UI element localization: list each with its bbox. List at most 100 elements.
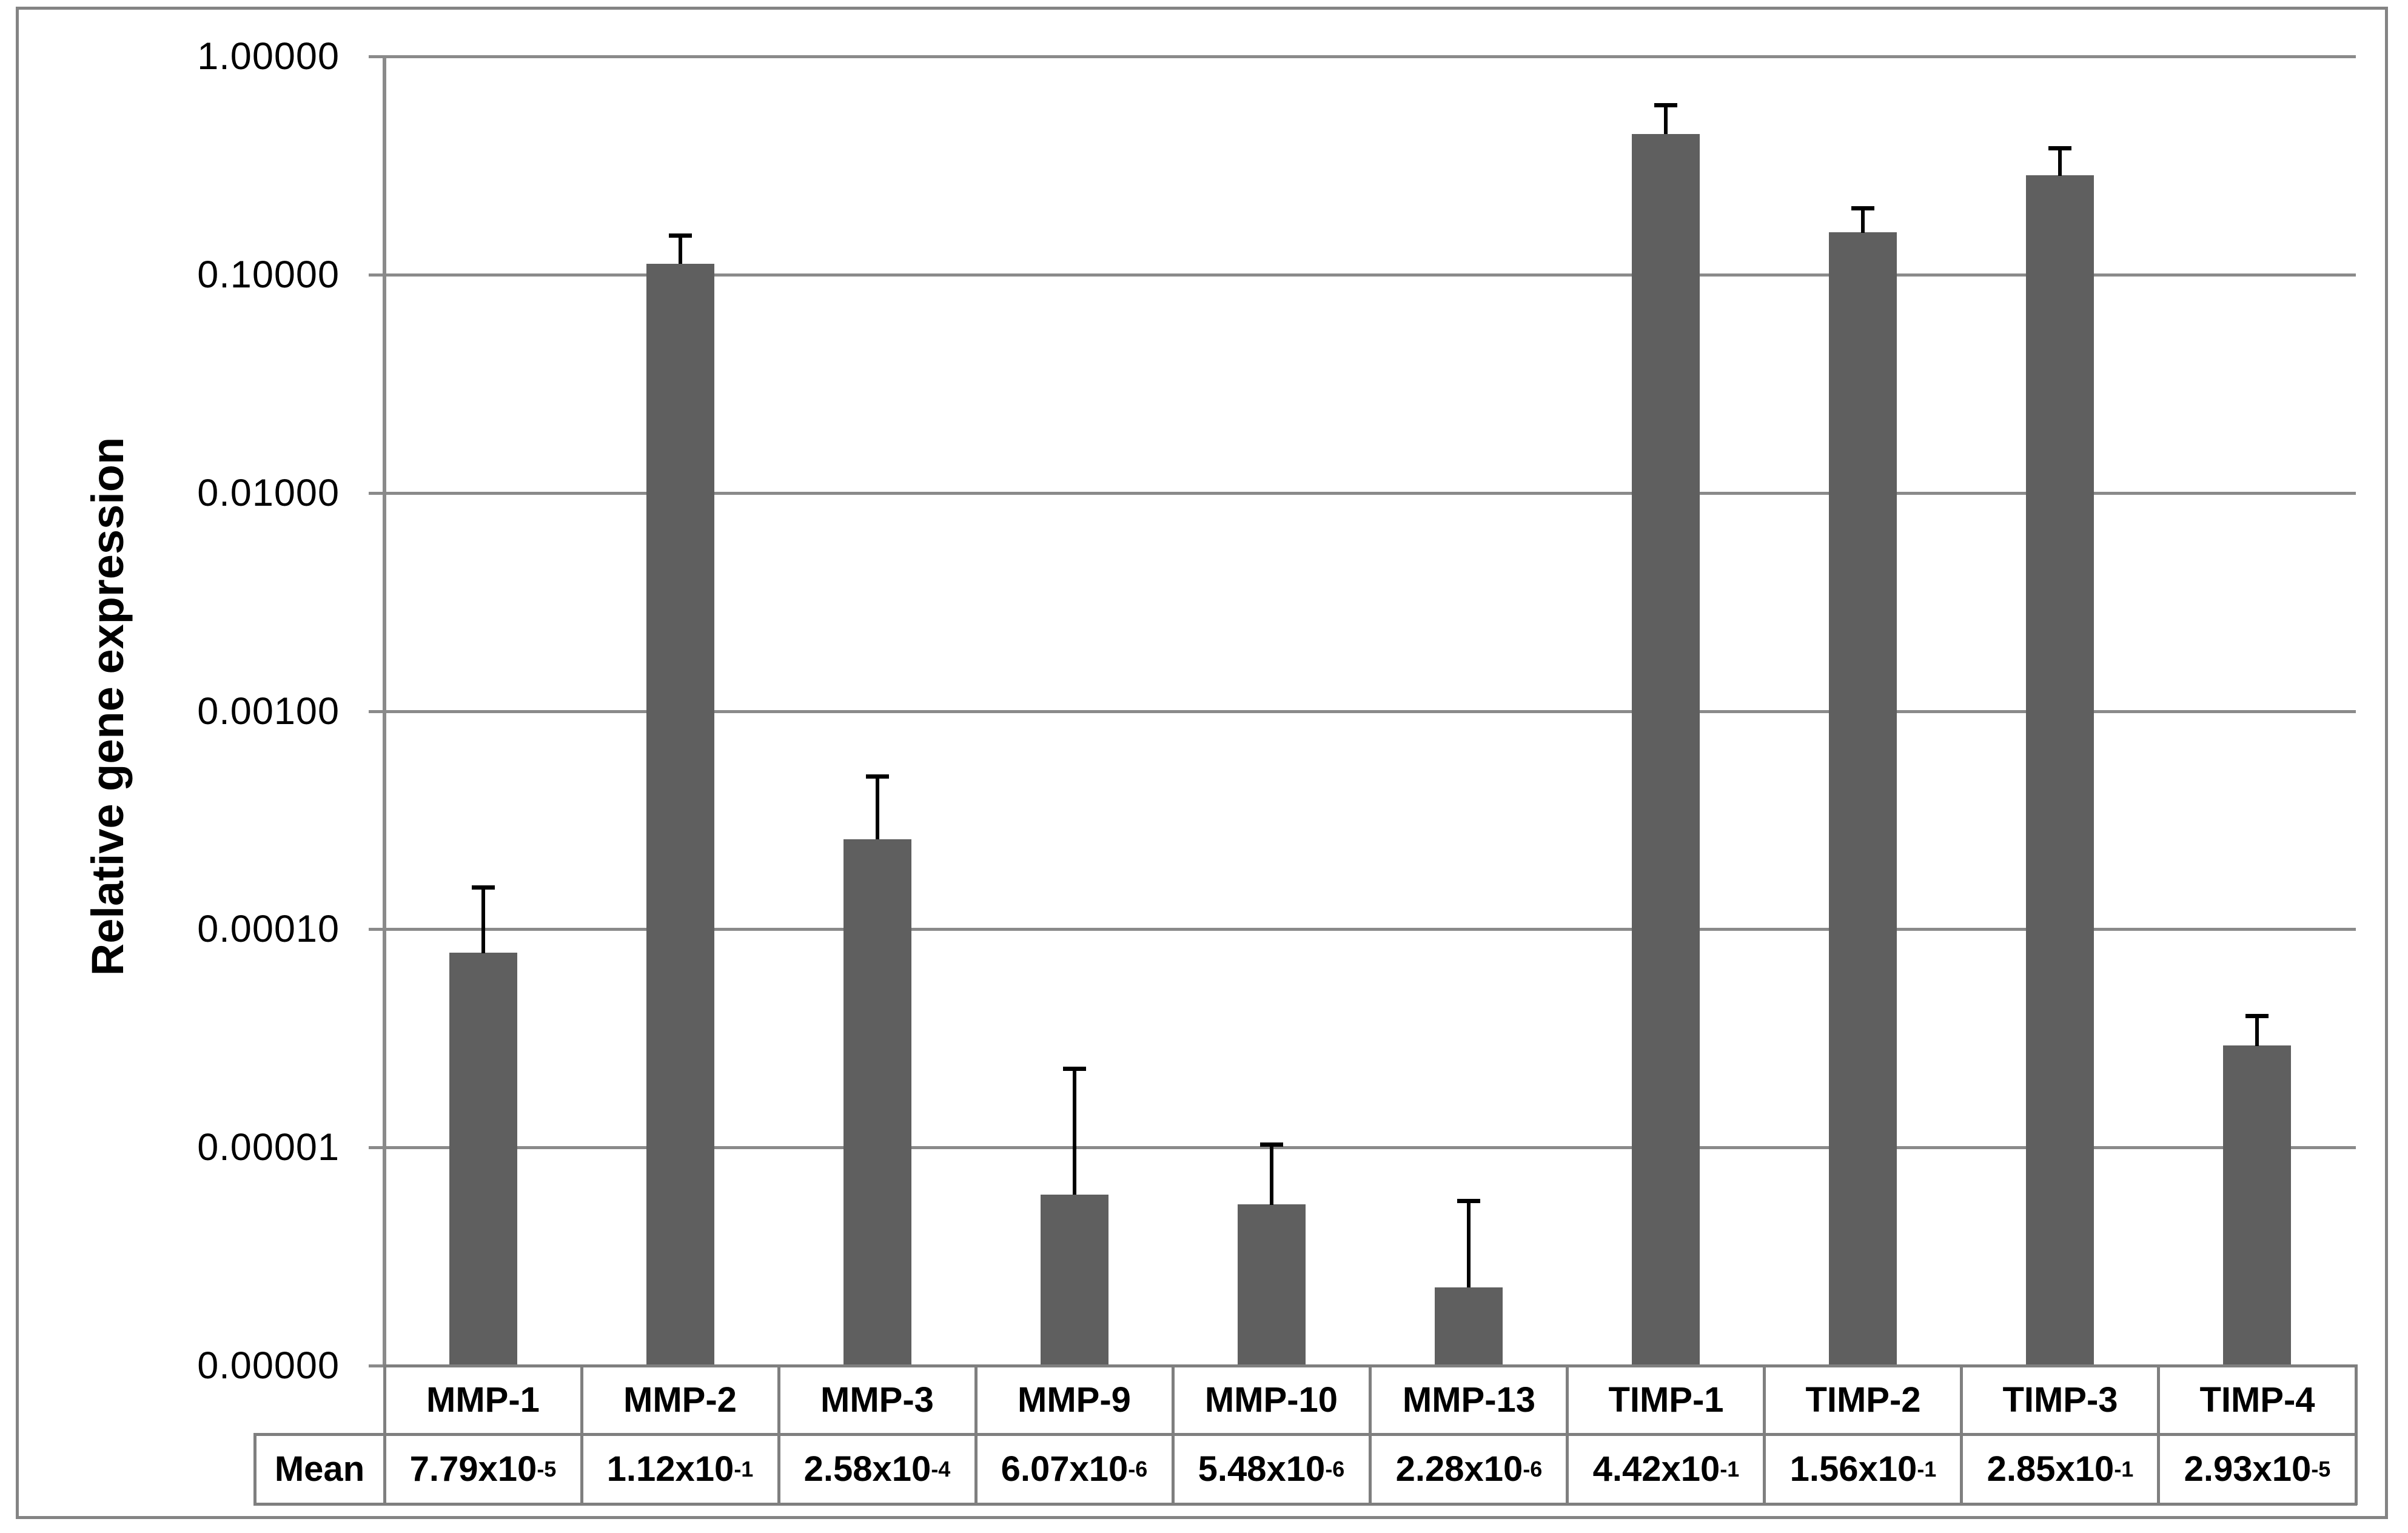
- category-label-timp-2: TIMP-2: [1805, 1380, 1921, 1420]
- error-bar-cap: [2245, 1014, 2269, 1018]
- mean-value-base: 2.28x10: [1395, 1449, 1523, 1489]
- bar-mmp-1: [449, 953, 517, 1366]
- error-bar-cap: [1260, 1142, 1283, 1147]
- mean-value-base: 2.85x10: [1987, 1449, 2115, 1489]
- mean-cell-border: [580, 1433, 583, 1505]
- mean-value-timp-4: 2.93x10 -5: [2184, 1449, 2331, 1489]
- bar-mmp-2: [646, 264, 714, 1366]
- error-bar-cap: [1654, 103, 1677, 107]
- error-bar-line: [1861, 209, 1865, 233]
- mean-cell-border: [2157, 1433, 2160, 1505]
- category-label-mmp-3: MMP-3: [820, 1380, 934, 1420]
- y-tick-label: 0.00100: [197, 690, 340, 733]
- mean-cell-border: [383, 1433, 386, 1505]
- mean-value-base: 6.07x10: [1001, 1449, 1129, 1489]
- mean-cell-border: [1763, 1433, 1766, 1505]
- figure-border: [16, 7, 2388, 1519]
- mean-cell-border: [777, 1433, 780, 1505]
- bar-mmp-10: [1238, 1204, 1306, 1366]
- category-cell-border: [2157, 1364, 2160, 1435]
- mean-value-mmp-9: 6.07x10 -6: [1001, 1449, 1148, 1489]
- bar-timp-4: [2223, 1045, 2291, 1366]
- bar-mmp-9: [1041, 1195, 1108, 1366]
- mean-value-mmp-2: 1.12x10 -1: [606, 1449, 754, 1489]
- category-label-mmp-13: MMP-13: [1402, 1380, 1536, 1420]
- category-cell-border: [383, 1364, 386, 1435]
- bar-timp-1: [1632, 134, 1700, 1366]
- mean-cell-border: [2355, 1433, 2358, 1505]
- mean-value-base: 1.56x10: [1789, 1449, 1917, 1489]
- mean-value-timp-1: 4.42x10 -1: [1592, 1449, 1740, 1489]
- mean-row-header: Mean: [274, 1449, 365, 1489]
- mean-header-left-border: [253, 1433, 257, 1505]
- error-bar-cap: [2048, 146, 2071, 150]
- y-major-gridline: [369, 710, 2356, 713]
- mean-value-base: 5.48x10: [1198, 1449, 1326, 1489]
- mean-value-base: 4.42x10: [1592, 1449, 1720, 1489]
- error-bar-cap: [1851, 206, 1874, 210]
- bar-mmp-13: [1435, 1287, 1503, 1366]
- mean-cell-border: [1369, 1433, 1372, 1505]
- y-major-gridline: [369, 492, 2356, 495]
- y-tick-label: 0.01000: [197, 472, 340, 514]
- y-major-gridline: [369, 1146, 2356, 1149]
- bar-mmp-3: [843, 839, 911, 1366]
- category-cell-border: [2355, 1364, 2358, 1435]
- mean-value-base: 2.93x10: [2184, 1449, 2312, 1489]
- category-label-timp-1: TIMP-1: [1608, 1380, 1724, 1420]
- error-bar-cap: [1063, 1067, 1086, 1071]
- y-axis-line: [383, 56, 386, 1367]
- error-bar-line: [876, 777, 879, 839]
- mean-value-base: 2.58x10: [803, 1449, 931, 1489]
- error-bar-line: [1467, 1201, 1471, 1287]
- category-cell-border: [974, 1364, 978, 1435]
- category-cell-border: [1763, 1364, 1766, 1435]
- category-cell-border: [580, 1364, 583, 1435]
- category-cell-border: [1172, 1364, 1175, 1435]
- error-bar-line: [481, 888, 485, 953]
- mean-value-mmp-10: 5.48x10 -6: [1198, 1449, 1345, 1489]
- y-tick-label: 0.00000: [197, 1344, 340, 1387]
- mean-value-mmp-13: 2.28x10 -6: [1395, 1449, 1543, 1489]
- mean-value-base: 7.79x10: [409, 1449, 537, 1489]
- category-label-mmp-9: MMP-9: [1018, 1380, 1131, 1420]
- category-cell-border: [1566, 1364, 1569, 1435]
- error-bar-line: [679, 235, 682, 264]
- category-cell-border: [1369, 1364, 1372, 1435]
- y-major-gridline: [369, 928, 2356, 931]
- y-tick-label: 1.00000: [197, 35, 340, 78]
- mean-cell-border: [1566, 1433, 1569, 1505]
- error-bar-line: [1073, 1068, 1076, 1195]
- mean-value-timp-3: 2.85x10 -1: [1987, 1449, 2134, 1489]
- category-label-mmp-2: MMP-2: [623, 1380, 737, 1420]
- bar-timp-3: [2026, 175, 2094, 1366]
- mean-value-base: 1.12x10: [606, 1449, 734, 1489]
- error-bar-line: [2058, 149, 2062, 176]
- category-label-mmp-10: MMP-10: [1204, 1380, 1338, 1420]
- category-label-mmp-1: MMP-1: [426, 1380, 540, 1420]
- mean-cell-border: [974, 1433, 978, 1505]
- category-label-timp-4: TIMP-4: [2199, 1380, 2315, 1420]
- y-major-gridline: [369, 273, 2356, 277]
- mean-row-top-border: [253, 1433, 2357, 1436]
- error-bar-cap: [669, 233, 692, 238]
- category-cell-border: [777, 1364, 780, 1435]
- error-bar-line: [1664, 106, 1668, 134]
- y-major-gridline: [369, 55, 2356, 58]
- mean-cell-border: [1172, 1433, 1175, 1505]
- mean-row-bottom-border: [253, 1503, 2357, 1506]
- y-tick-label: 0.10000: [197, 253, 340, 296]
- bar-timp-2: [1829, 232, 1897, 1366]
- error-bar-line: [1270, 1145, 1273, 1205]
- category-label-timp-3: TIMP-3: [2002, 1380, 2118, 1420]
- error-bar-line: [2255, 1016, 2259, 1046]
- mean-cell-border: [1960, 1433, 1963, 1505]
- mean-value-mmp-1: 7.79x10 -5: [409, 1449, 557, 1489]
- y-tick-label: 0.00010: [197, 908, 340, 950]
- error-bar-cap: [1457, 1199, 1480, 1203]
- mean-value-mmp-3: 2.58x10 -4: [803, 1449, 951, 1489]
- y-tick-label: 0.00001: [197, 1126, 340, 1169]
- error-bar-cap: [866, 774, 889, 779]
- error-bar-cap: [472, 885, 495, 890]
